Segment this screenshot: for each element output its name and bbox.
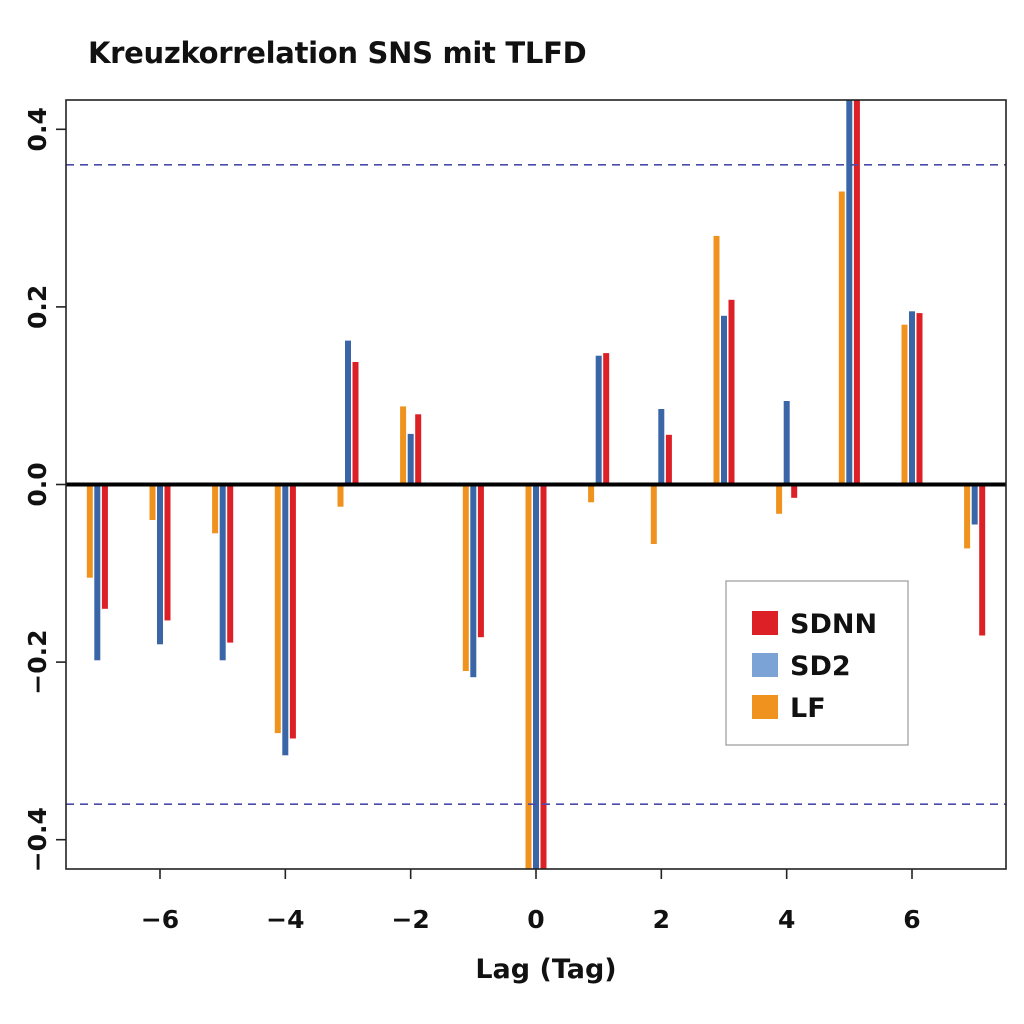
- bar-lf-lag-4: [776, 484, 783, 514]
- bar-lf-lag--5: [212, 484, 219, 534]
- bar-sdnn-lag-5: [853, 100, 860, 485]
- bar-sdnn-lag-7: [979, 484, 986, 636]
- x-tick-label: 2: [653, 905, 670, 934]
- bar-lf-lag--3: [337, 484, 344, 507]
- bar-sd2-lag--2: [407, 433, 414, 485]
- bar-lf-lag-6: [901, 324, 908, 485]
- bar-lf-lag-5: [838, 191, 845, 485]
- bar-sd2-lag-2: [658, 409, 665, 485]
- legend: SDNN SD2 LF: [725, 580, 909, 746]
- y-tick-label: 0.0: [23, 462, 52, 506]
- bar-sdnn-lag--7: [101, 484, 108, 609]
- axes: −6 −4 −2 0 2 4 6 −0.4 −0.2 0.0 0.2 0.4: [23, 99, 1007, 934]
- bar-sd2-lag-1: [595, 355, 602, 485]
- bars-layer: [86, 100, 986, 869]
- bar-sd2-lag--5: [219, 484, 226, 661]
- bar-lf-lag-0: [525, 484, 532, 869]
- bar-sdnn-lag--3: [352, 362, 359, 485]
- bar-sdnn-lag-2: [665, 434, 672, 485]
- bar-lf-lag--7: [86, 484, 93, 578]
- x-tick-label: −2: [391, 905, 429, 934]
- bar-sd2-lag-7: [971, 484, 978, 525]
- y-tick-label: −0.2: [23, 629, 52, 694]
- y-tick-label: 0.2: [23, 285, 52, 329]
- x-tick-label: 6: [903, 905, 920, 934]
- legend-label-sdnn: SDNN: [790, 609, 877, 640]
- bar-lf-lag-3: [713, 235, 720, 485]
- bar-sd2-lag--6: [157, 484, 163, 645]
- x-tick-label: 0: [527, 905, 544, 934]
- bar-sdnn-lag--2: [415, 414, 422, 485]
- y-tick-label: −0.4: [23, 807, 52, 872]
- x-tick-label: −6: [141, 905, 179, 934]
- bar-sdnn-lag-3: [728, 299, 735, 485]
- bar-sdnn-lag--4: [289, 484, 296, 739]
- bar-sdnn-lag-1: [603, 353, 610, 485]
- bar-sdnn-lag--1: [477, 484, 484, 638]
- chart-title: Kreuzkorrelation SNS mit TLFD: [88, 36, 587, 70]
- bar-sd2-lag--3: [345, 340, 351, 485]
- bar-sd2-lag-5: [846, 100, 853, 485]
- bar-lf-lag-1: [588, 484, 595, 503]
- bar-lf-lag-2: [650, 484, 657, 544]
- x-tick-label: 4: [778, 905, 795, 934]
- bar-lf-lag--1: [462, 484, 469, 671]
- legend-label-lf: LF: [790, 693, 826, 724]
- bar-lf-lag--4: [274, 484, 281, 734]
- bar-sd2-lag-6: [909, 311, 915, 485]
- bar-sd2-lag--4: [282, 484, 289, 756]
- bar-sd2-lag--7: [94, 484, 101, 661]
- bar-sdnn-lag-4: [791, 484, 798, 498]
- legend-swatch-sdnn: [752, 611, 778, 635]
- reference-lines: [66, 164, 1006, 805]
- bar-sdnn-lag-6: [916, 313, 923, 485]
- bar-sdnn-lag--6: [164, 484, 171, 621]
- bar-lf-lag--6: [149, 484, 156, 520]
- legend-label-sd2: SD2: [790, 651, 851, 682]
- y-tick-label: 0.4: [23, 107, 52, 151]
- bar-lf-lag-7: [964, 484, 971, 549]
- bar-sd2-lag--1: [470, 484, 477, 678]
- bar-sdnn-lag--5: [227, 484, 234, 643]
- bar-sd2-lag-4: [783, 401, 790, 485]
- x-axis-title: Lag (Tag): [475, 954, 616, 985]
- bar-sd2-lag-3: [721, 315, 727, 485]
- legend-swatch-sd2: [752, 653, 778, 677]
- legend-swatch-lf: [752, 695, 778, 719]
- bar-sdnn-lag-0: [540, 484, 547, 869]
- x-tick-label: −4: [266, 905, 304, 934]
- bar-lf-lag--2: [400, 406, 407, 485]
- bar-sd2-lag-0: [533, 484, 539, 869]
